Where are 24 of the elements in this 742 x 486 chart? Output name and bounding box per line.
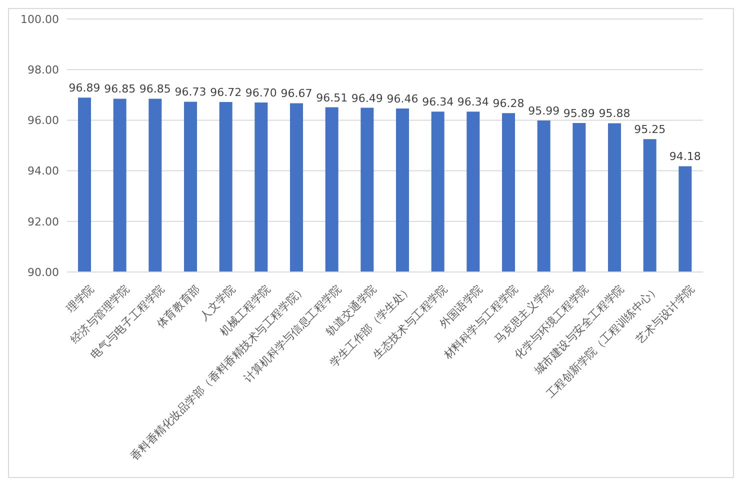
- data-label: 96.51: [316, 91, 348, 104]
- data-label: 96.34: [422, 96, 454, 109]
- data-label: 95.25: [634, 123, 666, 136]
- data-label: 96.85: [104, 82, 136, 96]
- data-label: 96.46: [386, 92, 418, 106]
- data-label: 96.72: [210, 86, 242, 99]
- data-label: 96.28: [492, 97, 524, 110]
- data-label: 96.49: [351, 92, 383, 105]
- data-label: 94.18: [669, 150, 701, 164]
- data-label: 96.34: [457, 96, 489, 109]
- y-tick-label: 94.00: [28, 164, 59, 178]
- data-label: 96.85: [139, 82, 171, 96]
- data-label: 96.70: [245, 86, 277, 100]
- y-tick-label: 100.00: [20, 12, 59, 26]
- data-label: 95.89: [563, 106, 595, 120]
- data-label: 95.88: [598, 107, 630, 120]
- data-label: 96.67: [280, 87, 312, 100]
- y-tick-label: 90.00: [28, 266, 59, 279]
- data-label: 95.99: [528, 104, 560, 118]
- y-tick-label: 98.00: [28, 64, 59, 77]
- data-label: 96.89: [68, 82, 100, 95]
- y-tick-label: 96.00: [28, 114, 59, 128]
- y-tick-label: 92.00: [28, 215, 59, 228]
- data-label: 96.73: [174, 86, 206, 99]
